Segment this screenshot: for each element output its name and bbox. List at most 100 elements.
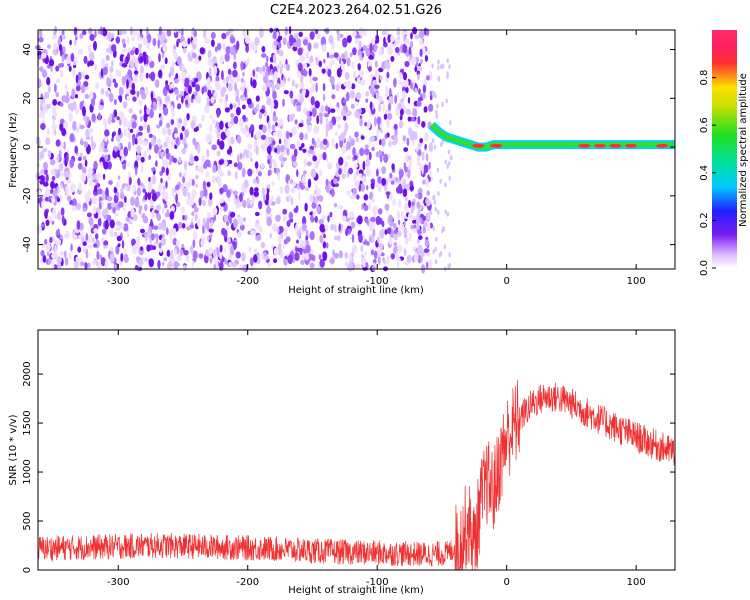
noise-cell <box>54 253 59 258</box>
noise-cell <box>253 191 259 197</box>
noise-cell <box>80 137 83 146</box>
noise-cell <box>319 140 324 150</box>
noise-cell <box>38 175 44 180</box>
noise-cell <box>49 236 53 244</box>
noise-cell <box>275 83 281 91</box>
noise-cell <box>383 153 389 163</box>
noise-cell <box>228 159 233 165</box>
noise-cell <box>409 40 414 49</box>
noise-cell <box>73 26 78 36</box>
noise-cell <box>217 176 221 184</box>
noise-cell <box>146 107 151 115</box>
noise-cell <box>426 199 431 207</box>
y-tick-label: 40 <box>22 43 33 56</box>
noise-cell <box>171 187 175 197</box>
noise-cell <box>357 215 363 225</box>
noise-cell <box>89 51 95 62</box>
noise-cell <box>357 63 361 71</box>
noise-cell <box>85 233 89 241</box>
noise-cell <box>368 66 372 72</box>
noise-cell <box>314 100 320 109</box>
noise-cell <box>346 110 352 117</box>
noise-cell <box>147 190 152 201</box>
noise-cell <box>384 91 389 98</box>
noise-cell <box>358 233 363 243</box>
noise-cell <box>393 229 397 235</box>
noise-cell <box>65 230 70 240</box>
noise-cell <box>221 70 224 81</box>
noise-cell <box>335 84 340 92</box>
noise-cell <box>60 182 63 189</box>
noise-cell <box>388 214 393 223</box>
noise-cell <box>101 228 107 235</box>
noise-cell <box>201 114 205 122</box>
noise-cell <box>64 257 69 266</box>
noise-cell <box>444 182 447 188</box>
noise-cell <box>365 47 370 56</box>
noise-cell <box>170 104 174 114</box>
noise-cell <box>162 159 168 166</box>
noise-cell <box>327 162 333 170</box>
noise-cell <box>360 244 364 252</box>
noise-cell <box>229 36 236 44</box>
noise-cell <box>181 125 185 132</box>
noise-cell <box>165 136 170 143</box>
noise-cell <box>295 83 299 89</box>
noise-cell <box>248 246 252 253</box>
noise-cell <box>134 47 139 56</box>
noise-cell <box>75 74 79 84</box>
noise-cell <box>206 181 211 188</box>
noise-cell <box>306 116 311 126</box>
noise-cell <box>206 235 210 242</box>
noise-cell <box>379 129 383 134</box>
noise-cell <box>205 249 210 257</box>
snr-y-label: SNR (10 * v/v) <box>8 414 19 485</box>
noise-cell <box>190 119 196 129</box>
noise-cell <box>300 259 305 265</box>
noise-cell <box>103 214 108 219</box>
noise-cell <box>185 99 189 106</box>
noise-cell <box>156 191 161 197</box>
noise-cell <box>355 137 360 143</box>
noise-cell <box>161 127 167 136</box>
noise-cell <box>393 134 398 144</box>
noise-cell <box>78 182 82 192</box>
noise-cell <box>244 149 247 154</box>
noise-cell <box>255 66 261 72</box>
noise-cell <box>411 215 416 220</box>
noise-cell <box>308 149 314 154</box>
noise-cell <box>433 199 437 205</box>
noise-cell <box>68 252 72 260</box>
noise-cell <box>216 150 221 157</box>
noise-cell <box>369 42 373 53</box>
noise-cell <box>150 91 154 102</box>
noise-cell <box>363 28 367 37</box>
noise-cell <box>195 184 198 188</box>
noise-cell <box>393 77 397 88</box>
noise-cell <box>423 248 430 254</box>
noise-cell <box>148 181 153 188</box>
noise-cell <box>191 179 195 186</box>
noise-cell <box>379 155 383 163</box>
noise-cell <box>381 138 386 147</box>
noise-cell <box>165 84 170 91</box>
noise-cell <box>191 40 195 48</box>
noise-cell <box>353 163 359 168</box>
noise-cell <box>109 113 113 121</box>
noise-cell <box>59 251 65 256</box>
noise-cell <box>282 243 286 250</box>
noise-cell <box>154 233 159 239</box>
noise-cell <box>283 238 289 245</box>
noise-cell <box>116 70 122 78</box>
noise-cell <box>297 93 301 99</box>
noise-cell <box>126 79 129 89</box>
noise-cell <box>426 75 430 81</box>
noise-cell <box>276 144 281 155</box>
noise-cell <box>135 256 141 261</box>
noise-cell <box>432 225 435 231</box>
noise-cell <box>108 161 112 170</box>
noise-cell <box>108 92 114 103</box>
noise-cell <box>379 229 385 239</box>
noise-cell <box>103 240 109 246</box>
noise-cell <box>241 83 244 92</box>
